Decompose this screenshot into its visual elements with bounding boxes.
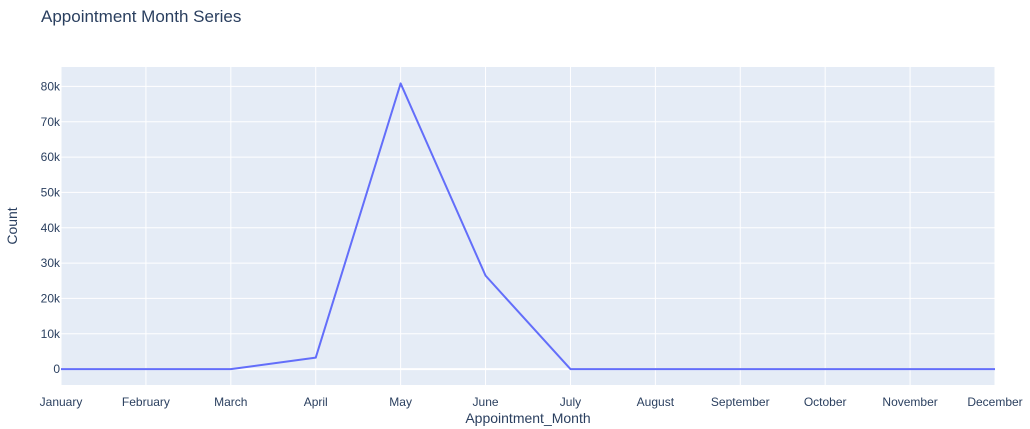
x-tick-label: October [804, 395, 847, 409]
chart-title: Appointment Month Series [41, 7, 241, 26]
x-tick-label: August [637, 395, 675, 409]
y-tick-label: 20k [41, 291, 61, 305]
y-tick-label: 80k [41, 79, 61, 93]
y-tick-label: 0 [53, 362, 60, 376]
x-gridlines [60, 67, 996, 385]
x-tick-label: June [473, 395, 499, 409]
plot-area [61, 67, 995, 385]
y-tick-label: 60k [41, 150, 61, 164]
y-tick-label: 10k [41, 327, 61, 341]
y-tick-label: 40k [41, 221, 61, 235]
series-line [61, 82, 995, 371]
series-layer [60, 82, 996, 371]
x-tick-labels: January February March April May June July Augu… [40, 395, 1023, 409]
x-axis-title: Appointment_Month [465, 410, 590, 426]
x-tick-label: January [40, 395, 83, 409]
x-tick-label: November [882, 395, 937, 409]
x-tick-label: December [967, 395, 1022, 409]
y-axis-title: Count [4, 207, 20, 244]
y-tick-label: 70k [41, 115, 61, 129]
x-tick-label: September [711, 395, 770, 409]
y-tick-label: 30k [41, 256, 61, 270]
y-tick-label: 50k [41, 185, 61, 199]
x-tick-label: February [122, 395, 170, 409]
x-tick-label: April [304, 395, 328, 409]
x-tick-label: May [389, 395, 412, 409]
x-tick-label: July [560, 395, 581, 409]
y-tick-labels: 0 10k 20k 30k 40k 50k 60k 70k 80k [41, 79, 61, 376]
x-tick-label: March [214, 395, 247, 409]
